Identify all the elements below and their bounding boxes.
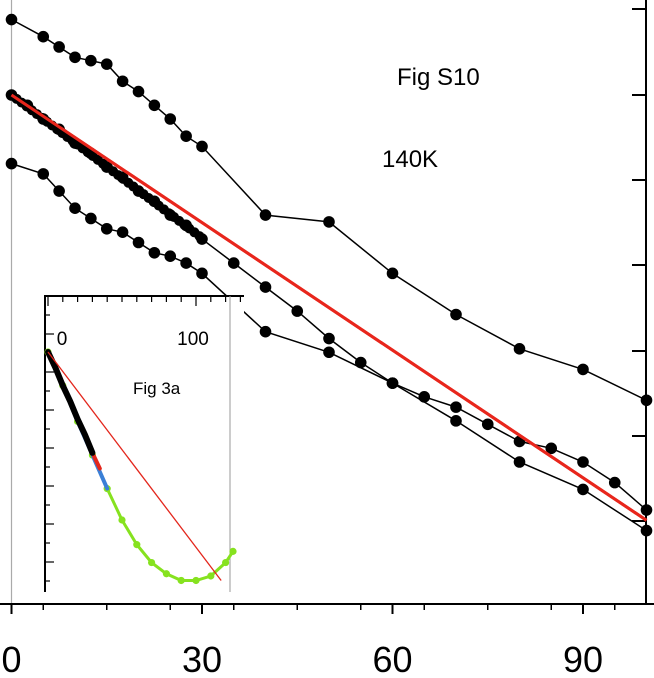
data-point	[577, 483, 589, 496]
data-point	[545, 442, 558, 455]
data-point	[164, 250, 177, 263]
x-tick-label: 0	[1, 639, 21, 678]
data-point	[323, 216, 335, 228]
data-point	[450, 415, 462, 427]
data-point	[5, 13, 18, 26]
data-point	[5, 157, 18, 170]
data-point	[148, 99, 161, 112]
data-point	[85, 54, 97, 67]
inset-x-tick-label: 100	[177, 329, 209, 350]
data-point	[53, 41, 65, 53]
data-point	[53, 185, 65, 197]
inset-data-point	[118, 516, 126, 524]
inset-data-point	[148, 558, 156, 567]
data-point	[69, 51, 81, 64]
x-tick-labels: 0 30 60 90	[1, 639, 603, 678]
data-point	[450, 401, 462, 413]
x-tick-label: 60	[372, 639, 412, 678]
data-point	[196, 140, 208, 153]
x-tick-label: 90	[563, 639, 603, 678]
data-point	[85, 212, 97, 225]
data-point	[37, 30, 50, 43]
data-point	[291, 305, 304, 317]
data-point	[354, 356, 367, 369]
data-point	[577, 363, 589, 376]
data-point	[640, 394, 653, 407]
data-point	[148, 246, 161, 259]
inset-background	[44, 296, 244, 596]
inset-data-point	[229, 547, 237, 555]
data-point	[418, 391, 431, 403]
inset-data-point	[207, 572, 215, 580]
data-point	[640, 524, 653, 537]
data-point	[259, 209, 272, 221]
data-point	[132, 236, 145, 249]
data-point	[323, 332, 335, 345]
data-point	[100, 58, 113, 70]
data-point	[227, 257, 240, 269]
inset-data-point	[177, 576, 185, 585]
inset-data-point	[192, 576, 200, 585]
data-point	[164, 113, 177, 125]
figure-label: Fig S10	[397, 64, 480, 91]
main-plot-area	[0, 0, 654, 614]
data-point	[386, 267, 399, 280]
inset-title: Fig 3a	[133, 379, 181, 398]
data-point	[259, 325, 272, 338]
data-point	[481, 418, 494, 431]
data-point	[180, 130, 192, 142]
inset-tick-labels: 0 100	[57, 329, 209, 350]
inset-data-point	[222, 558, 230, 567]
data-point	[116, 226, 129, 238]
data-point	[132, 85, 145, 98]
x-axis-ticks	[10, 604, 616, 614]
inset-data-point	[133, 541, 141, 549]
data-point	[116, 75, 129, 88]
data-point	[608, 476, 621, 489]
data-point	[386, 377, 399, 389]
data-point	[640, 504, 653, 516]
inset-chart: 0 100 Fig 3a	[44, 295, 244, 596]
data-point	[37, 168, 50, 180]
inset-data-point	[162, 570, 170, 578]
inset-series-layer	[44, 348, 237, 585]
temperature-annotation: 140K	[382, 146, 438, 173]
main-series-layer	[5, 13, 653, 537]
data-point	[513, 343, 526, 355]
right-y-axis-ticks	[632, 8, 646, 522]
data-point	[513, 456, 526, 468]
x-tick-label: 30	[182, 639, 222, 678]
inset-reference-line	[47, 351, 222, 581]
data-point	[69, 202, 81, 214]
data-point	[577, 456, 589, 468]
data-point	[450, 308, 462, 321]
inset-x-tick-label: 0	[57, 329, 68, 350]
data-point	[180, 257, 192, 269]
data-point	[196, 267, 208, 280]
inset-series-line	[45, 349, 96, 456]
data-point	[259, 281, 272, 293]
data-point	[194, 231, 205, 242]
data-point	[323, 346, 335, 359]
fit-line	[10, 93, 648, 522]
data-point	[100, 222, 113, 235]
